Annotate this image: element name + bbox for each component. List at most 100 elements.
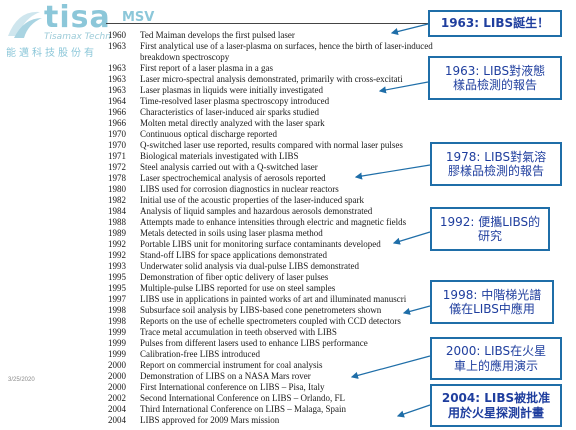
timeline-year: 1970: [108, 140, 126, 150]
timeline-event: LIBS approved for 2009 Mars mission: [140, 415, 280, 425]
timeline-year: 1995: [108, 272, 126, 282]
timeline-row: 1984 Analysis of liquid samples and hazar…: [108, 206, 372, 217]
timeline-year: 1998: [108, 305, 126, 315]
logo-mark-icon: [8, 11, 42, 38]
timeline-row: 2004 Third International Conference on LI…: [108, 404, 346, 415]
timeline-event: Attempts made to enhance intensities thr…: [140, 217, 407, 227]
timeline-event: Calibration-free LIBS introduced: [140, 349, 260, 359]
callout-1998-echelle: 1998: 中階梯光譜 儀在LIBS中應用: [430, 280, 554, 324]
timeline-event: Continuous optical discharge reported: [140, 129, 278, 139]
timeline-row: 1963 Laser micro-spectral analysis demons…: [108, 74, 403, 85]
timeline-event: Trace metal accumulation in teeth observ…: [140, 327, 337, 337]
timeline-event: First report of a laser plasma in a gas: [140, 63, 273, 73]
timeline-event: breakdown spectroscopy: [140, 52, 230, 62]
callout-2000-mars-rover: 2000: LIBS在火星 車上的應用演示: [430, 337, 562, 380]
timeline-year: 1970: [108, 129, 126, 139]
callout-line-1: 1992: 便攜LIBS的: [439, 214, 541, 229]
timeline-row: 1992 Portable LIBS unit for monitoring su…: [108, 239, 381, 250]
callout-line-2: 樣品檢測的報告: [452, 78, 537, 92]
callout-line-1: 1963: LIBS對液態: [444, 63, 546, 78]
timeline-row: 1966 Characteristics of laser-induced air…: [108, 107, 319, 118]
timeline-year: 1992: [108, 250, 126, 260]
callout-1963-birth: 1963: LIBS誕生！: [428, 10, 562, 37]
timeline-row: 1970 Continuous optical discharge reporte…: [108, 129, 277, 140]
timeline-year: 1963: [108, 85, 126, 95]
timeline-year: 1999: [108, 338, 126, 348]
timeline-event: Characteristics of laser-induced air spa…: [140, 107, 320, 117]
callout-line-1: 2000: LIBS在火星: [445, 344, 547, 359]
timeline-row: 1999 Trace metal accumulation in teeth ob…: [108, 327, 337, 338]
timeline-event: LIBS use in applications in painted work…: [140, 294, 407, 304]
timeline-year: 1978: [108, 173, 126, 183]
timeline-event: Biological materials investigated with L…: [140, 151, 299, 161]
timeline-event: Second International Conference on LIBS …: [140, 393, 345, 403]
timeline-event: Subsurface soil analysis by LIBS-based c…: [140, 305, 382, 315]
timeline-year: 1992: [108, 239, 126, 249]
timeline-year: 1999: [108, 349, 126, 359]
callout-1978-aerosol: 1978: LIBS對氣溶 膠樣品檢測的報告: [430, 142, 562, 186]
timeline-row: 1999 Calibration-free LIBS introduced: [108, 349, 260, 360]
callout-line-2: 車上的應用演示: [453, 358, 538, 373]
timeline-event: Laser micro-spectral analysis demonstrat…: [140, 74, 403, 84]
timeline-row: 1978 Laser spectrochemical analysis of ae…: [108, 173, 326, 184]
timeline-event: Demonstration of fiber optic delivery of…: [140, 272, 329, 282]
timeline-year: 1980: [108, 184, 126, 194]
timeline-event: LIBS used for corrosion diagnostics in n…: [140, 184, 339, 194]
libs-history-timeline: 1960 Ted Maiman develops the first pulsed…: [108, 30, 438, 430]
timeline-row: 1988 Attempts made to enhance intensities…: [108, 217, 406, 228]
timeline-event: Time-resolved laser plasma spectroscopy …: [140, 96, 330, 106]
timeline-event: Q-switched laser use reported, results c…: [140, 140, 403, 150]
timeline-event: Molten metal directly analyzed with the …: [140, 118, 325, 128]
timeline-year: 1971: [108, 151, 126, 161]
callout-1963-liquid: 1963: LIBS對液態 樣品檢測的報告: [428, 56, 562, 100]
timeline-event: Steel analysis carried out with a Q-swit…: [140, 162, 318, 172]
timeline-event: Ted Maiman develops the first pulsed las…: [140, 30, 295, 40]
timeline-row: 1993 Underwater solid analysis via dual-p…: [108, 261, 359, 272]
timeline-event: Third International Conference on LIBS –…: [140, 404, 346, 414]
timeline-row: 1999 Pulses from different lasers used to…: [108, 338, 368, 349]
logo-tagline: Tisamax Techn: [44, 32, 111, 42]
timeline-row: 1995 Demonstration of fiber optic deliver…: [108, 272, 328, 283]
timeline-year: 1963: [108, 41, 126, 51]
timeline-row: 1998 Subsurface soil analysis by LIBS-bas…: [108, 305, 381, 316]
timeline-year: 1966: [108, 107, 126, 117]
timeline-event: Report on commercial instrument for coal…: [140, 360, 323, 370]
timeline-year: 1982: [108, 195, 126, 205]
callout-line-2: 儀在LIBS中應用: [449, 302, 535, 316]
timeline-event: Underwater solid analysis via dual-pulse…: [140, 261, 359, 271]
company-logo: tisa MSV Tisamax Techn 能邁科技股份有: [2, 0, 155, 60]
timeline-row: breakdown spectroscopy: [108, 52, 229, 63]
logo-wordmark-suffix: MSV: [122, 10, 155, 25]
callout-1992-portable: 1992: 便攜LIBS的 研究: [430, 207, 550, 251]
timeline-year: 1960: [108, 30, 126, 40]
logo-company-name: 能邁科技股份有: [6, 48, 97, 59]
callout-line-1: 1998: 中階梯光譜: [442, 287, 542, 302]
timeline-year: 2004: [108, 415, 126, 425]
timeline-year: 1999: [108, 327, 126, 337]
timeline-event: Laser plasmas in liquids were initially …: [140, 85, 323, 95]
timeline-year: 1989: [108, 228, 126, 238]
callout-2004-mars-mission: 2004: LIBS被批准 用於火星探測計畫: [430, 384, 562, 427]
callout-line-2: 膠樣品檢測的報告: [447, 164, 544, 178]
timeline-event: Pulses from different lasers used to enh…: [140, 338, 368, 348]
timeline-year: 1995: [108, 283, 126, 293]
callout-line-1: 2004: LIBS被批准: [441, 391, 551, 406]
timeline-row: 2000 First International conference on LI…: [108, 382, 324, 393]
timeline-row: 1963 First analytical use of a laser-plas…: [108, 41, 433, 52]
logo-wordmark: tisa: [44, 0, 111, 35]
timeline-row: 1992 Stand-off LIBS for space application…: [108, 250, 327, 261]
callout-line-1: 1978: LIBS對氣溶: [445, 149, 547, 164]
table-top-rule: [106, 23, 468, 24]
timeline-event: Reports on the use of echelle spectromet…: [140, 316, 401, 326]
timeline-event: Stand-off LIBS for space applications de…: [140, 250, 328, 260]
timeline-row: 1963 Laser plasmas in liquids were initia…: [108, 85, 323, 96]
timeline-row: 1989 Metals detected in soils using laser…: [108, 228, 323, 239]
timeline-year: 1988: [108, 217, 126, 227]
timeline-event: Initial use of the acoustic properties o…: [140, 195, 364, 205]
timeline-row: 1963 First report of a laser plasma in a …: [108, 63, 273, 74]
timeline-year: 1966: [108, 118, 126, 128]
timeline-year: 2000: [108, 371, 126, 381]
timeline-event: Laser spectrochemical analysis of aeroso…: [140, 173, 326, 183]
timeline-row: 1982 Initial use of the acoustic properti…: [108, 195, 364, 206]
timeline-event: Portable LIBS unit for monitoring surfac…: [140, 239, 381, 249]
